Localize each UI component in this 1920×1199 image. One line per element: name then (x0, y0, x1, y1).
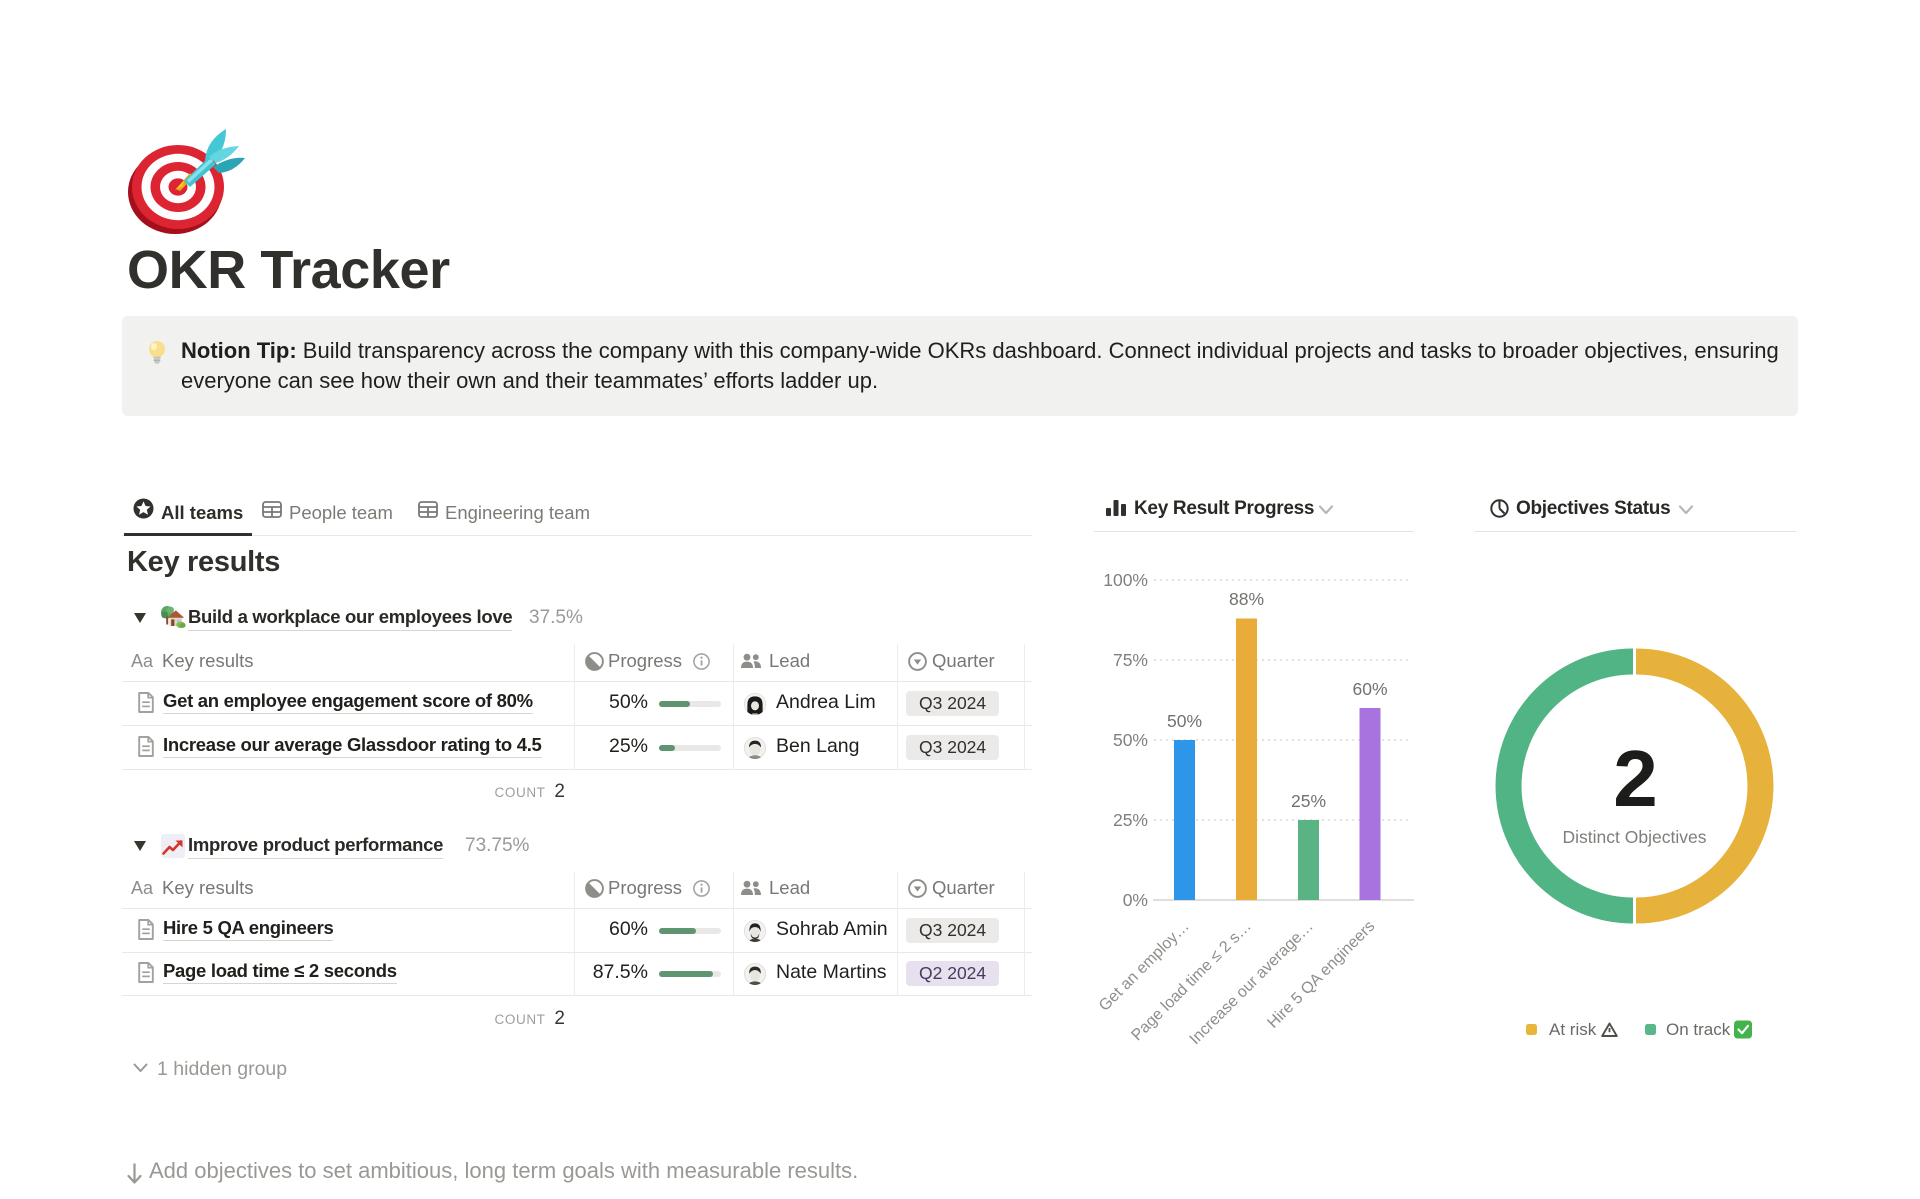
svg-text:100%: 100% (1103, 570, 1148, 590)
svg-text:2: 2 (1613, 734, 1656, 823)
svg-text:Distinct Objectives: Distinct Objectives (1563, 827, 1707, 847)
svg-text:50%: 50% (1113, 730, 1148, 750)
svg-text:Page load time ≤ 2 s…: Page load time ≤ 2 s… (1128, 918, 1254, 1044)
svg-text:0%: 0% (1123, 890, 1148, 910)
svg-text:Hire 5 QA engineers: Hire 5 QA engineers (1264, 918, 1378, 1032)
svg-text:60%: 60% (1352, 679, 1387, 699)
svg-text:50%: 50% (1167, 711, 1202, 731)
svg-text:25%: 25% (1113, 810, 1148, 830)
svg-text:At risk: At risk (1549, 1020, 1597, 1039)
svg-text:Increase our average…: Increase our average… (1187, 918, 1317, 1048)
svg-text:25%: 25% (1291, 791, 1326, 811)
svg-text:On track: On track (1666, 1020, 1731, 1039)
svg-text:75%: 75% (1113, 650, 1148, 670)
svg-text:88%: 88% (1229, 589, 1264, 609)
